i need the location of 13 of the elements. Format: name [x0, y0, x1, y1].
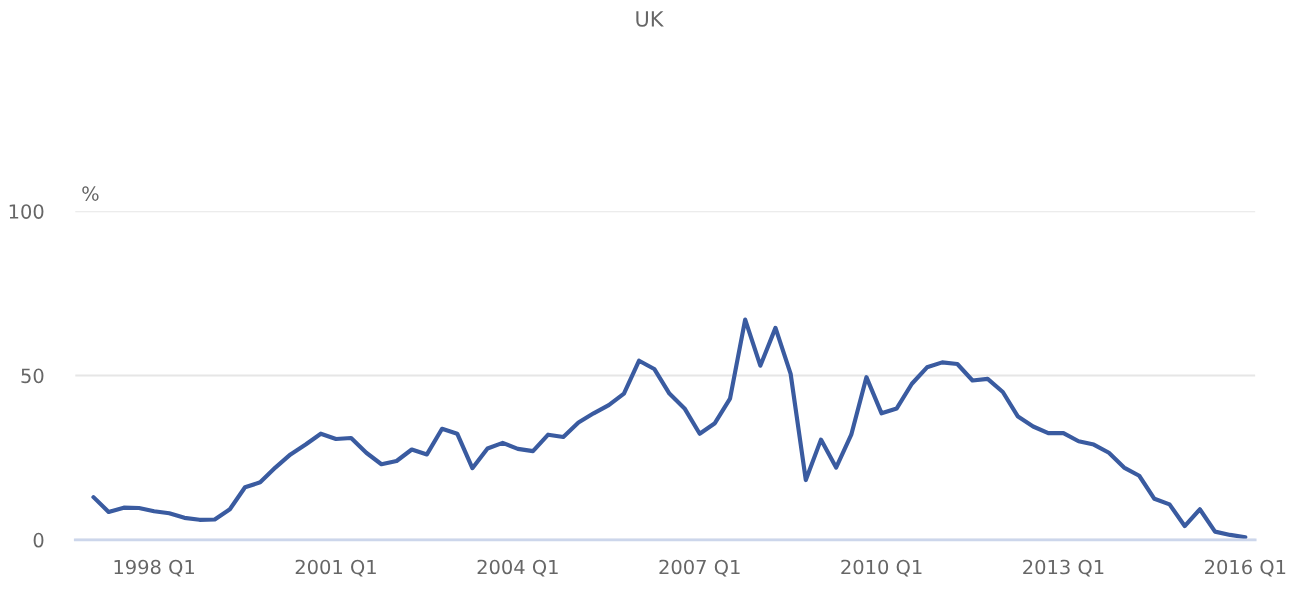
x-tick-label: 1998 Q1	[114, 559, 194, 577]
x-tick-label: 2013 Q1	[1023, 559, 1104, 577]
x-tick-label: 2010 Q1	[841, 559, 922, 577]
x-tick-label: 2004 Q1	[477, 559, 558, 577]
y-axis-title: %	[82, 186, 99, 201]
line-series	[91, 317, 1248, 540]
y-tick-label: 100	[9, 204, 44, 219]
x-tick-label: 2007 Q1	[659, 559, 740, 577]
y-tick-label: 50	[21, 368, 44, 384]
y-tick-label: 0	[33, 532, 44, 548]
chart-title: UK	[636, 11, 664, 27]
x-tick-label: 2001 Q1	[295, 559, 376, 577]
x-tick-label: 2016 Q1	[1205, 559, 1286, 577]
